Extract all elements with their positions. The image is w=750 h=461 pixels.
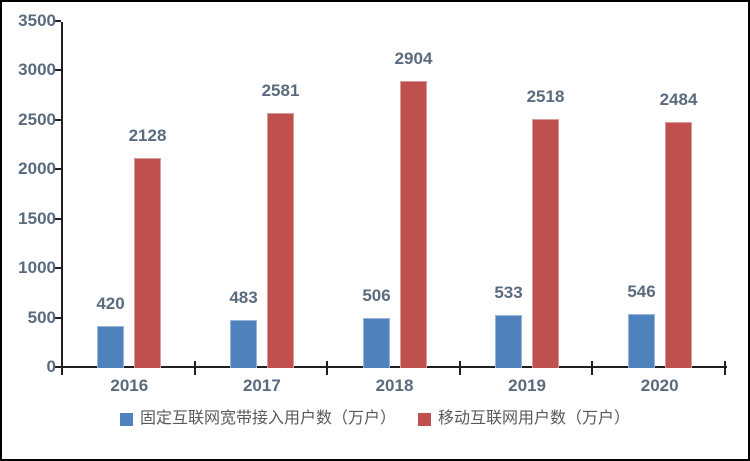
- x-axis-tick: [193, 361, 196, 375]
- bar-2017-s1: [267, 113, 294, 368]
- y-axis-tick: [55, 20, 61, 22]
- x-axis-tick: [326, 361, 329, 375]
- legend-label-0: 固定互联网宽带接入用户数（万户）: [139, 410, 396, 427]
- y-axis-tick-label: 2500: [18, 109, 56, 129]
- bar-value-label: 2518: [526, 87, 565, 106]
- y-axis-tick: [55, 217, 61, 220]
- bar-2016-s1: [134, 158, 161, 368]
- y-axis-tick-label: 1000: [18, 258, 56, 278]
- y-axis-tick-label: 3500: [18, 11, 56, 30]
- bar-2019-s1: [532, 119, 559, 368]
- y-axis-tick: [55, 267, 61, 270]
- x-axis-tick: [591, 361, 594, 375]
- legend-label-1: 移动互联网用户数（万户）: [438, 410, 631, 427]
- x-axis-category-label: 2016: [110, 376, 149, 395]
- x-axis-tick: [61, 361, 63, 375]
- bar-value-label: 420: [96, 294, 125, 313]
- bar-2018-s0: [363, 318, 390, 368]
- y-axis-tick-label: 3000: [18, 60, 56, 80]
- x-axis-tick: [458, 361, 461, 375]
- y-axis-tick: [55, 168, 61, 171]
- legend-swatch-1: [418, 412, 431, 426]
- y-axis-line: [61, 22, 63, 375]
- x-axis-tick: [724, 361, 726, 375]
- x-axis-category-label: 2019: [508, 376, 546, 395]
- bar-value-label: 2484: [659, 90, 698, 109]
- y-axis-tick-label: 500: [27, 307, 56, 327]
- legend-item-0: 固定互联网宽带接入用户数（万户）: [119, 409, 396, 429]
- x-axis-category-label: 2018: [375, 376, 414, 395]
- bar-2020-s1: [665, 122, 692, 368]
- x-axis-category-label: 2020: [640, 376, 679, 395]
- x-axis-category-label: 2017: [242, 376, 281, 395]
- legend-item-1: 移动互联网用户数（万户）: [418, 409, 630, 429]
- bar-value-label: 2904: [394, 49, 433, 68]
- bar-2016-s0: [97, 326, 124, 368]
- bar-value-label: 506: [362, 286, 391, 305]
- bar-value-label: 533: [494, 283, 523, 302]
- y-axis-tick: [55, 316, 61, 319]
- bar-value-label: 2581: [261, 81, 300, 100]
- legend-swatch-0: [119, 412, 133, 426]
- chart-legend: 固定互联网宽带接入用户数（万户） 移动互联网用户数（万户）: [2, 407, 748, 431]
- bar-2017-s0: [230, 320, 257, 368]
- y-axis-tick-label: 0: [46, 357, 56, 376]
- x-axis-line: [61, 366, 727, 368]
- bar-value-label: 546: [627, 282, 656, 301]
- y-axis-tick-label: 1500: [18, 208, 56, 228]
- y-axis-tick: [55, 69, 61, 72]
- y-axis-tick: [55, 118, 61, 121]
- bar-2020-s0: [628, 314, 655, 368]
- bar-value-label: 2128: [128, 126, 167, 145]
- bar-2018-s1: [400, 81, 427, 368]
- y-axis-tick-label: 2000: [18, 159, 56, 179]
- y-axis-tick: [55, 366, 61, 368]
- bar-2019-s0: [495, 315, 522, 368]
- bar-value-label: 483: [229, 288, 258, 307]
